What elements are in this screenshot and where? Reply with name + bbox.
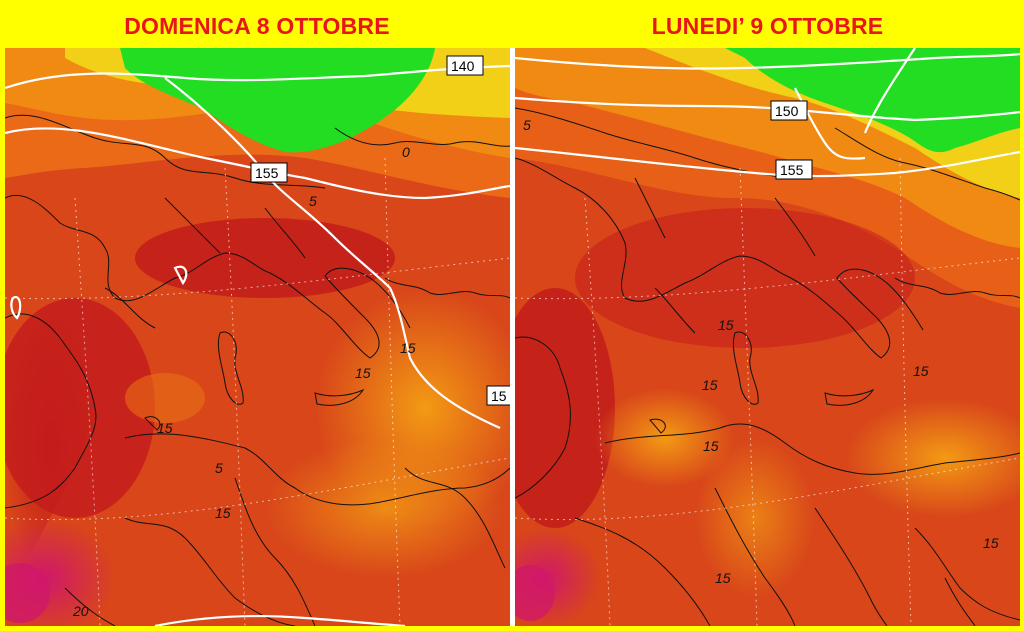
graticule-sunday xyxy=(5,157,510,626)
geopotential-label-box: 155 xyxy=(250,162,288,183)
temp-zone-orange-libya xyxy=(845,398,1020,518)
isotherm-label: 5 xyxy=(215,460,223,476)
map-canvas-sunday: 0 15 15 15 15 20 5 5 140 155 15 xyxy=(5,48,510,626)
svg-text:15: 15 xyxy=(491,388,507,404)
svg-text:155: 155 xyxy=(780,162,804,178)
graticule-monday xyxy=(515,157,1020,626)
isotherm-label: 0 xyxy=(402,144,410,160)
temp-zone-orange-balearic xyxy=(125,373,205,423)
geopotential-label-box: 155 xyxy=(775,159,813,180)
isotherm-label: 15 xyxy=(400,340,416,356)
isotherm-label: 15 xyxy=(157,420,173,436)
isotherm-label: 15 xyxy=(703,438,719,454)
temp-zone-orange-balearic xyxy=(595,388,735,488)
isotherm-label: 15 xyxy=(718,317,734,333)
temperature-map-sunday: 0 15 15 15 15 20 5 5 140 155 15 xyxy=(5,48,510,626)
temp-zone-hot-alps xyxy=(135,218,395,298)
geopotential-label-box: 150 xyxy=(770,100,808,121)
svg-text:155: 155 xyxy=(255,165,279,181)
panel-title-monday: LUNEDI’ 9 OTTOBRE xyxy=(651,12,884,39)
isotherm-label: 5 xyxy=(523,117,531,133)
geopotential-lines-sunday xyxy=(5,64,510,626)
temp-zone-orange-libya xyxy=(265,438,505,578)
isotherm-label: 5 xyxy=(309,193,317,209)
temp-zone-hottest xyxy=(515,565,555,621)
isotherm-label: 15 xyxy=(215,505,231,521)
panel-divider xyxy=(510,48,515,626)
isotherm-label: 15 xyxy=(983,535,999,551)
temp-zone-hot-france xyxy=(575,208,915,348)
temperature-map-monday: 5 15 15 15 15 15 15 150 155 xyxy=(515,48,1020,626)
map-canvas-monday: 5 15 15 15 15 15 15 150 155 xyxy=(515,48,1020,626)
svg-text:150: 150 xyxy=(775,103,799,119)
temp-zone-green xyxy=(725,48,1020,153)
coastlines-sunday xyxy=(5,114,510,626)
geopotential-label-box: 15 xyxy=(486,385,510,406)
geopotential-label-box: 140 xyxy=(446,55,484,76)
temp-zone-orange-algeria xyxy=(695,438,815,598)
isotherm-label: 15 xyxy=(702,377,718,393)
svg-text:140: 140 xyxy=(451,58,475,74)
temp-zone-hot-iberia xyxy=(515,288,615,528)
temp-zone-hottest xyxy=(5,563,50,623)
panel-title-sunday: DOMENICA 8 OTTOBRE xyxy=(124,12,390,39)
isotherm-label: 15 xyxy=(715,570,731,586)
isotherm-label: 20 xyxy=(72,603,89,619)
temp-zone-hot-spain xyxy=(5,298,155,518)
isotherm-label: 15 xyxy=(355,365,371,381)
temp-zone-green xyxy=(120,48,435,153)
isotherm-label: 15 xyxy=(913,363,929,379)
